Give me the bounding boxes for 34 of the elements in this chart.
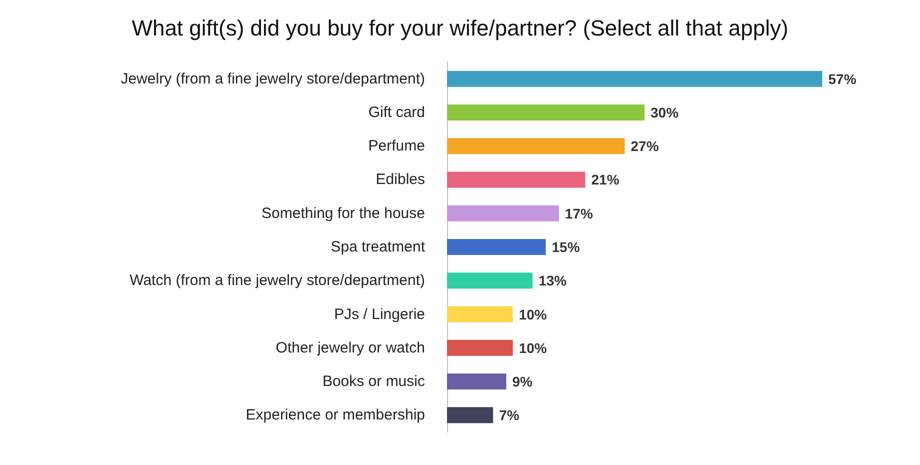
data-label: 10% xyxy=(518,306,548,322)
chart-title: What gift(s) did you buy for your wife/partner? (Select all that apply) xyxy=(132,16,788,40)
y-tick-label: Spa treatment xyxy=(330,238,426,256)
y-tick-label: Experience or membership xyxy=(246,406,425,424)
y-tick-label: Watch (from a fine jewelry store/department) xyxy=(130,272,425,290)
y-tick-label: Something for the house xyxy=(262,204,425,222)
y-tick-label: Jewelry (from a fine jewelry store/department) xyxy=(120,70,425,88)
data-label: 13% xyxy=(538,272,568,289)
y-tick-label: Other jewelry or watch xyxy=(276,339,425,356)
bar xyxy=(447,306,513,322)
data-label: 10% xyxy=(518,340,548,356)
y-tick-label: Gift card xyxy=(368,104,425,121)
bar xyxy=(447,407,494,424)
bar xyxy=(447,172,586,188)
bar xyxy=(447,205,559,222)
data-label: 30% xyxy=(650,104,680,120)
y-tick-label: Edibles xyxy=(376,171,425,188)
data-label: 21% xyxy=(591,172,620,188)
data-label: 7% xyxy=(499,407,520,424)
data-label: 27% xyxy=(630,138,660,154)
y-tick-label: Perfume xyxy=(368,138,425,155)
data-label: 57% xyxy=(828,70,857,87)
bar xyxy=(447,239,546,255)
bar xyxy=(447,104,644,120)
bar xyxy=(447,340,513,356)
data-label: 17% xyxy=(564,205,594,222)
y-tick-label: Books or music xyxy=(322,373,426,390)
data-label: 9% xyxy=(512,374,534,390)
bar xyxy=(447,70,822,87)
bar xyxy=(447,374,506,390)
bar xyxy=(447,272,533,289)
data-label: 15% xyxy=(552,239,580,255)
y-tick-label: PJs / Lingerie xyxy=(334,306,425,323)
bar xyxy=(447,138,625,154)
